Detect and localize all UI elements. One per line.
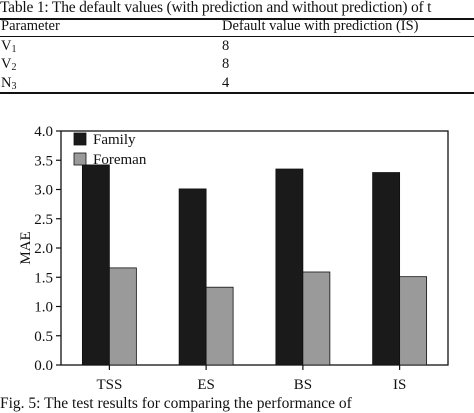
y-tick-label: 2.0 [34,241,53,257]
y-axis-label: MAE [18,231,34,264]
table-header-parameter: Parameter [1,18,60,34]
param-base: V [1,38,12,54]
param-base: V [1,56,12,72]
y-tick-label: 3.5 [34,153,53,169]
param-subscript: 2 [11,62,17,73]
bar-foreman-is [399,276,428,366]
bar-foreman-bs [302,271,331,366]
table-row-value: 8 [222,56,230,72]
y-tick-label: 4.0 [34,124,53,140]
legend-label-foreman: Foreman [93,152,147,168]
y-tick-label: 0.5 [34,329,53,345]
table-row-param: V1 [1,38,16,55]
table-row-value: 8 [222,38,230,54]
x-tick-label: TSS [96,377,122,393]
table-caption: Table 1: The default values (with predic… [0,0,432,16]
param-subscript: 3 [11,81,17,92]
x-tick-label: BS [294,377,312,393]
y-tick-label: 1.5 [34,270,53,286]
table-row-param: V2 [1,56,16,73]
bar-foreman-tss [108,267,137,366]
bar-family-es [178,188,207,366]
y-tick-label: 1.0 [34,300,53,316]
figure-caption: Fig. 5: The test results for comparing t… [0,395,352,412]
legend-label-family: Family [93,132,136,148]
table-row-value: 4 [222,75,230,91]
param-base: N [1,75,12,91]
table-row-param: N3 [1,75,16,92]
x-tick-label: IS [393,377,406,393]
table-header-rule [0,36,474,37]
y-tick-label: 2.5 [34,212,53,228]
legend-swatch-family [73,132,87,146]
y-tick-label: 0.0 [34,358,53,374]
bar-family-bs [275,168,304,366]
bar-family-is [372,172,401,366]
y-tick-label: 3.0 [34,183,53,199]
table-top-rule [0,18,474,20]
table-bottom-rule [0,92,474,94]
bar-family-tss [81,164,110,366]
table-header-default-value: Default value with prediction (IS) [222,18,419,34]
bar-foreman-es [205,286,234,366]
param-subscript: 1 [11,44,17,55]
legend-swatch-foreman [73,152,87,166]
x-tick-label: ES [197,377,215,393]
